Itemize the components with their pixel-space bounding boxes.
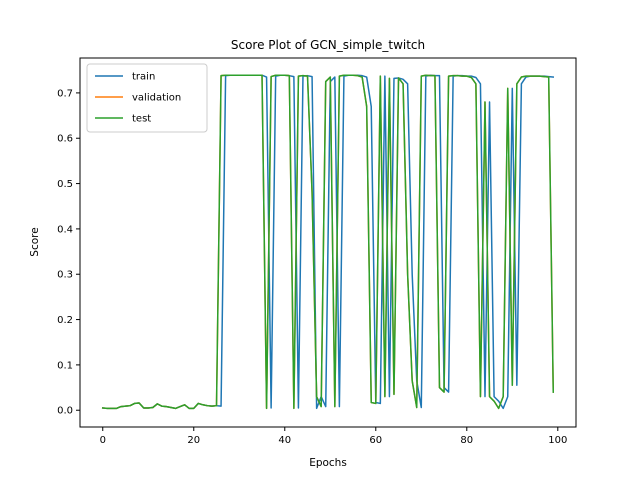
x-tick-label: 20 [187, 435, 200, 446]
y-tick-label: 0.3 [57, 270, 73, 281]
legend-label-validation: validation [132, 93, 181, 104]
y-tick-label: 0.4 [57, 224, 73, 235]
x-tick-label: 60 [369, 435, 382, 446]
x-tick-label: 0 [100, 435, 106, 446]
y-tick-label: 0.2 [57, 315, 73, 326]
y-axis-label: Score [29, 227, 41, 256]
y-tick-label: 0.5 [57, 179, 73, 190]
y-axis-ticks: 0.0 0.1 0.2 0.3 0.4 0.5 0.6 0.7 [57, 88, 80, 417]
series-line-test [101, 74, 555, 410]
y-tick-label: 0.1 [57, 360, 73, 371]
x-tick-label: 40 [278, 435, 291, 446]
y-tick-label: 0.6 [57, 134, 73, 145]
legend-label-train: train [132, 72, 155, 83]
y-tick-label: 0.7 [57, 88, 73, 99]
chart-title: Score Plot of GCN_simple_twitch [231, 38, 425, 52]
plot-frame [79, 57, 577, 428]
y-tick-label: 0.0 [57, 406, 73, 417]
plot-lines [101, 74, 555, 410]
x-tick-label: 100 [548, 435, 567, 446]
x-tick-label: 80 [460, 435, 473, 446]
legend: train validation test [86, 63, 208, 133]
legend-box [86, 63, 208, 133]
x-axis-label: Epochs [309, 457, 347, 469]
legend-items: train validation test [95, 72, 181, 125]
legend-label-test: test [132, 114, 151, 125]
x-axis-ticks: 0 20 40 60 80 100 [100, 427, 567, 446]
